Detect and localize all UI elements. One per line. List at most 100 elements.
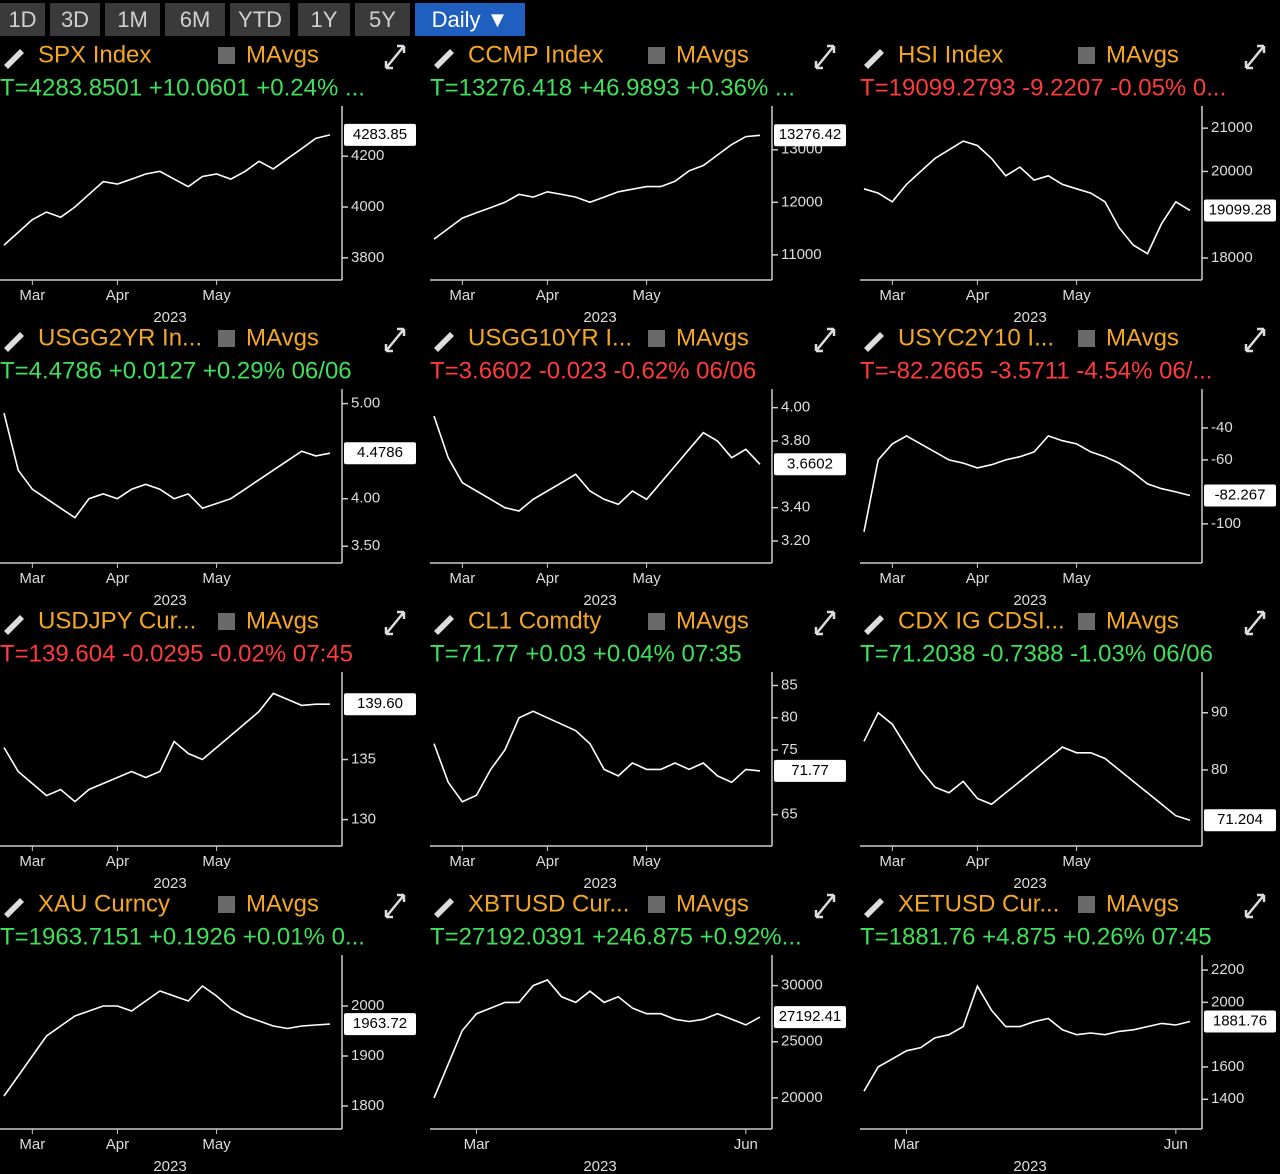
expand-icon[interactable] <box>1244 610 1266 636</box>
expand-icon[interactable] <box>384 327 406 353</box>
toolbar-label[interactable]: 5Y <box>369 7 396 32</box>
x-tick-label: Apr <box>966 570 989 587</box>
last-value-label: -82.267 <box>1215 486 1266 503</box>
quote-line: T=1881.76 +4.875 +0.26% 07:45 <box>860 923 1212 950</box>
expand-icon[interactable] <box>814 327 836 353</box>
x-tick-label: May <box>202 287 231 304</box>
last-value-tag <box>1204 809 1276 832</box>
mavgs-checkbox[interactable] <box>1078 613 1095 630</box>
x-axis-label: 2023 <box>583 1158 616 1174</box>
edit-icon[interactable] <box>4 49 24 69</box>
expand-icon[interactable] <box>814 893 836 919</box>
y-tick-label: 12000 <box>781 193 823 210</box>
last-value-label: 13276.42 <box>779 126 842 143</box>
mavgs-label: MAvgs <box>1106 324 1179 351</box>
x-tick-label: Jun <box>1164 1136 1188 1153</box>
last-value-tag <box>774 759 846 782</box>
mavgs-checkbox[interactable] <box>648 47 665 64</box>
mavgs-label: MAvgs <box>246 890 319 917</box>
y-tick-label: -100 <box>1211 515 1241 532</box>
mavgs-checkbox[interactable] <box>1078 896 1095 913</box>
toolbar-label[interactable]: Daily ▼ <box>432 7 509 32</box>
edit-icon[interactable] <box>434 332 454 352</box>
mavgs-checkbox[interactable] <box>648 330 665 347</box>
last-value-tag <box>774 124 846 147</box>
chart-title: SPX Index <box>38 41 151 68</box>
mavgs-checkbox[interactable] <box>218 47 235 64</box>
quote-line: T=19099.2793 -9.2207 -0.05% 0... <box>860 74 1226 101</box>
expand-icon[interactable] <box>1244 44 1266 70</box>
y-tick-label: 85 <box>781 676 798 693</box>
mavgs-label: MAvgs <box>1106 41 1179 68</box>
toolbar-button[interactable] <box>0 3 45 36</box>
y-tick-label: 2000 <box>351 997 384 1014</box>
price-line <box>863 434 1191 532</box>
edit-icon[interactable] <box>864 332 884 352</box>
expand-icon[interactable] <box>1244 893 1266 919</box>
chart-title: USGG2YR In... <box>38 324 202 351</box>
edit-icon[interactable] <box>864 898 884 918</box>
chart-title: CL1 Comdty <box>468 607 601 634</box>
toolbar-label[interactable]: YTD <box>238 7 282 32</box>
mavgs-checkbox[interactable] <box>1078 330 1095 347</box>
x-axis-label: 2023 <box>1013 592 1046 609</box>
price-line <box>863 140 1191 255</box>
toolbar-label[interactable]: 1M <box>117 7 148 32</box>
quote-line: T=27192.0391 +246.875 +0.92%... <box>430 923 802 950</box>
x-tick-label: Mar <box>894 1136 920 1153</box>
y-tick-label: 65 <box>781 806 798 823</box>
mavgs-checkbox[interactable] <box>648 613 665 630</box>
edit-icon[interactable] <box>4 898 24 918</box>
toolbar-button[interactable] <box>50 3 100 36</box>
chart-title: CCMP Index <box>468 41 604 68</box>
expand-icon[interactable] <box>384 893 406 919</box>
toolbar-button[interactable] <box>415 3 525 36</box>
edit-icon[interactable] <box>434 615 454 635</box>
toolbar-button[interactable] <box>165 3 225 36</box>
x-tick-label: Apr <box>536 287 559 304</box>
edit-icon[interactable] <box>434 898 454 918</box>
last-value-label: 1881.76 <box>1213 1012 1267 1029</box>
y-tick-label: 3.20 <box>781 532 810 549</box>
x-tick-label: Apr <box>106 570 129 587</box>
last-value-tag <box>344 123 416 146</box>
edit-icon[interactable] <box>864 615 884 635</box>
mavgs-label: MAvgs <box>246 41 319 68</box>
edit-icon[interactable] <box>434 49 454 69</box>
toolbar-button[interactable] <box>105 3 160 36</box>
last-value-label: 1963.72 <box>353 1015 407 1032</box>
edit-icon[interactable] <box>4 332 24 352</box>
mavgs-checkbox[interactable] <box>218 330 235 347</box>
y-tick-label: 25000 <box>781 1033 823 1050</box>
toolbar-button[interactable] <box>355 3 410 36</box>
mavgs-checkbox[interactable] <box>1078 47 1095 64</box>
chart-title: CDX IG CDSI... <box>898 607 1065 634</box>
mavgs-checkbox[interactable] <box>218 896 235 913</box>
mavgs-label: MAvgs <box>676 607 749 634</box>
toolbar-label[interactable]: 1D <box>8 7 36 32</box>
mavgs-checkbox[interactable] <box>218 613 235 630</box>
expand-icon[interactable] <box>384 44 406 70</box>
expand-icon[interactable] <box>384 610 406 636</box>
y-tick-label: 3800 <box>351 249 384 266</box>
toolbar-button[interactable] <box>298 3 350 36</box>
price-line <box>3 412 331 519</box>
edit-icon[interactable] <box>4 615 24 635</box>
edit-icon[interactable] <box>864 49 884 69</box>
expand-icon[interactable] <box>814 610 836 636</box>
toolbar-label[interactable]: 6M <box>180 7 211 32</box>
last-value-tag <box>344 1013 416 1036</box>
chart-title: XETUSD Cur... <box>898 890 1059 917</box>
x-tick-label: Apr <box>536 853 559 870</box>
x-tick-label: Apr <box>106 853 129 870</box>
toolbar-label[interactable]: 1Y <box>311 7 338 32</box>
mavgs-checkbox[interactable] <box>648 896 665 913</box>
x-tick-label: Mar <box>19 1136 45 1153</box>
expand-icon[interactable] <box>1244 327 1266 353</box>
x-axis-label: 2023 <box>153 1158 186 1174</box>
expand-icon[interactable] <box>814 44 836 70</box>
last-value-label: 19099.28 <box>1209 201 1272 218</box>
toolbar-label[interactable]: 3D <box>61 7 89 32</box>
toolbar-button[interactable] <box>230 3 290 36</box>
